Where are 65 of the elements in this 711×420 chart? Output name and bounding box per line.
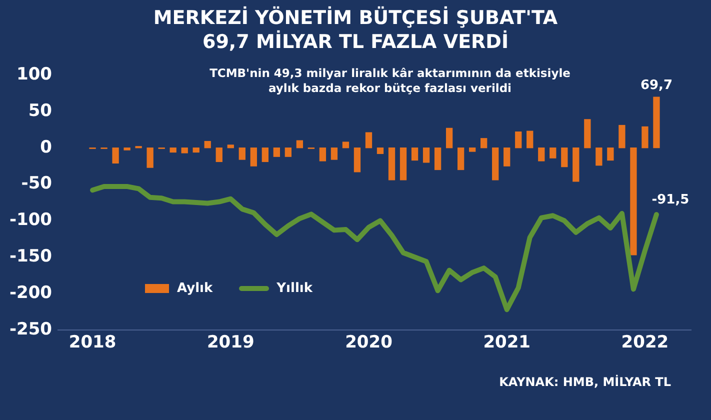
bar [376,148,384,154]
bar [618,124,626,148]
bar [170,148,176,153]
bar [365,132,372,148]
bar [515,132,522,148]
y-tick-label: 50 [28,100,52,121]
bar [146,148,154,168]
bar [124,148,130,150]
bar [112,148,119,164]
bar [216,148,222,162]
y-tick-label: -100 [9,210,52,230]
bar [480,138,488,148]
chart-subtitle: TCMB'nin 49,3 milyar liralık kâr aktarımının da etkisiyle aylık bazda rekor bütçe fazlası verildi [208,66,572,96]
bar [434,148,442,170]
bar [330,148,338,160]
x-tick-label: 2022 [621,332,669,353]
bar [227,144,234,148]
y-tick-label: -50 [21,174,52,194]
bar [538,148,545,162]
bar [504,148,510,166]
bar [492,148,499,180]
y-tick-label: -200 [9,282,52,303]
bar [584,119,591,148]
bar [561,148,568,168]
legend-label: Yıllık [276,281,313,296]
x-tick-label: 2020 [345,332,393,353]
legend-label: Aylık [177,281,213,296]
bar [181,148,188,154]
text: KAYNAK: HMB, MİLYAR TL [499,375,671,389]
x-tick-label: 2018 [68,332,116,353]
bar [630,148,637,256]
data-label: -91,5 [652,192,690,208]
bar [550,148,556,158]
bar [446,128,453,148]
bar [296,140,304,148]
bar [653,96,660,148]
y-tick-label: 0 [40,137,52,158]
bar [238,148,246,160]
bar [526,130,534,148]
bar [388,148,396,180]
bar [400,148,407,180]
y-tick-label: -150 [9,246,52,267]
bar [204,140,211,148]
bar [273,148,280,157]
bar [342,142,350,148]
bar [422,148,430,163]
bar [319,148,326,162]
y-tick-label: 100 [16,64,52,84]
bar [572,148,580,182]
bar [354,148,361,172]
x-tick-label: 2019 [206,332,254,353]
bar [596,148,602,166]
bar [192,148,200,153]
bar [262,148,268,162]
bar [469,148,476,152]
bar [411,148,418,161]
x-tick-label: 2021 [483,332,531,353]
bar [284,148,292,157]
bar [607,148,614,161]
data-label: 69,7 [640,78,673,93]
chart-title: MERKEZİ YÖNETİM BÜTÇESİ ŞUBAT'TA 69,7 MİLYAR TL FAZLA VERDİ [152,6,559,54]
bar [250,148,257,166]
bar [457,148,464,170]
y-tick-label: -250 [9,319,52,340]
bar [642,126,648,148]
